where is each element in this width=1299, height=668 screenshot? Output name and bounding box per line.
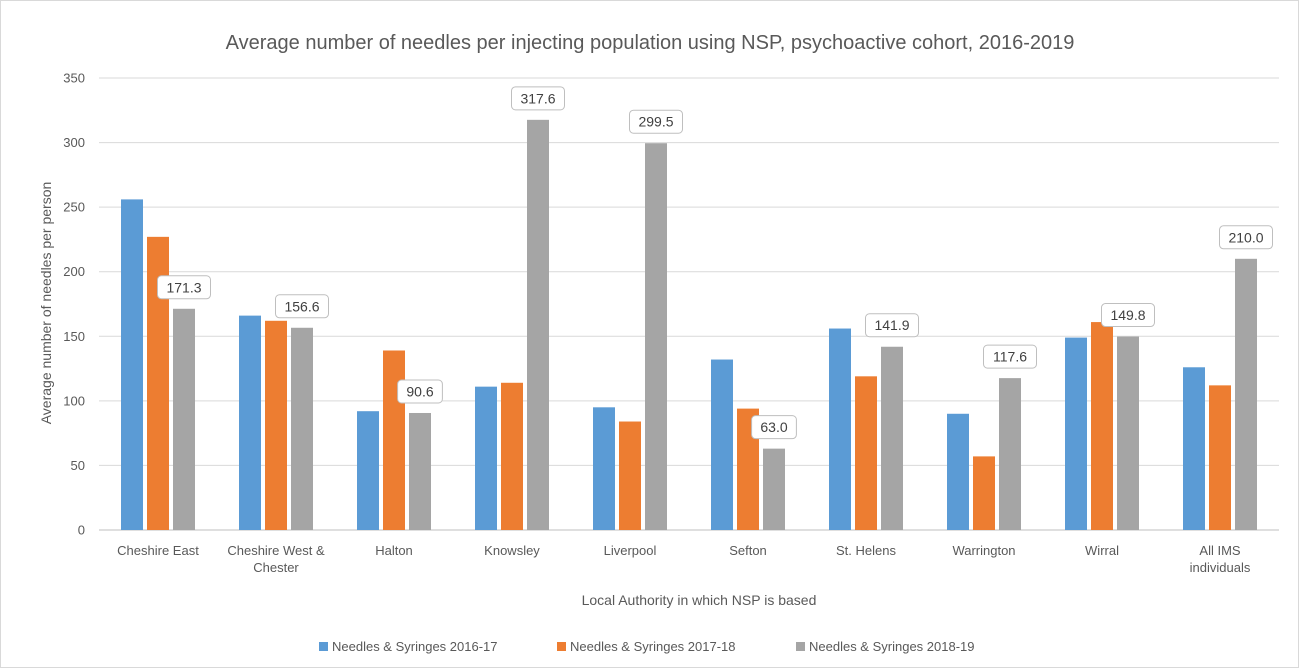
y-axis-title: Average number of needles per person — [38, 182, 54, 425]
bar — [763, 448, 785, 530]
x-tick-label: Halton — [375, 543, 413, 558]
bar — [1209, 385, 1231, 530]
data-label-box — [1101, 303, 1155, 328]
legend-label: Needles & Syringes 2016-17 — [332, 639, 498, 654]
data-label: 141.9 — [874, 317, 909, 333]
x-tick-label: Chester — [253, 560, 299, 575]
bar — [121, 199, 143, 530]
bar — [619, 421, 641, 530]
legend-label: Needles & Syringes 2018-19 — [809, 639, 975, 654]
data-label-box — [1219, 225, 1273, 250]
bar — [1183, 367, 1205, 530]
data-label: 149.8 — [1110, 307, 1145, 323]
chart-title: Average number of needles per injecting … — [226, 32, 1075, 54]
x-tick-label: St. Helens — [836, 543, 896, 558]
bar — [947, 413, 969, 530]
legend-swatch — [557, 642, 566, 651]
data-label: 156.6 — [284, 298, 319, 314]
data-label: 317.6 — [520, 90, 555, 106]
bars — [121, 119, 1257, 531]
data-label: 299.5 — [638, 114, 673, 130]
data-label: 171.3 — [166, 279, 201, 295]
data-label-box — [865, 313, 919, 338]
data-label-box — [397, 379, 443, 404]
x-tick-label: Knowsley — [484, 543, 540, 558]
bar — [239, 315, 261, 530]
y-tick-label: 150 — [63, 329, 85, 344]
bar — [527, 119, 549, 530]
bar — [265, 320, 287, 530]
bar — [409, 412, 431, 530]
legend-swatch — [319, 642, 328, 651]
y-tick-label: 100 — [63, 393, 85, 408]
data-label-box — [983, 344, 1037, 369]
bar — [711, 359, 733, 530]
legend: Needles & Syringes 2016-17 Needles & Syri… — [319, 639, 975, 654]
data-label: 90.6 — [406, 383, 433, 399]
data-label: 117.6 — [993, 349, 1027, 365]
bar — [291, 327, 313, 530]
bar — [1117, 336, 1139, 530]
data-label-box — [751, 415, 797, 440]
bar — [1065, 337, 1087, 530]
x-tick-label: individuals — [1190, 560, 1251, 575]
bar — [357, 411, 379, 530]
y-axis-ticks: 0 50 100 150 200 250 300 350 — [63, 71, 85, 538]
data-label-box — [275, 294, 329, 319]
y-tick-label: 300 — [63, 135, 85, 150]
y-tick-label: 50 — [71, 458, 85, 473]
y-tick-label: 0 — [78, 523, 85, 538]
bar — [383, 350, 405, 530]
bar — [829, 328, 851, 530]
bar — [1235, 258, 1257, 530]
y-tick-label: 250 — [63, 200, 85, 215]
bar — [501, 382, 523, 530]
x-tick-label: Liverpool — [604, 543, 657, 558]
x-tick-label: Sefton — [729, 543, 767, 558]
x-axis-title: Local Authority in which NSP is based — [582, 592, 817, 608]
x-tick-label: Warrington — [952, 543, 1015, 558]
bar — [475, 386, 497, 530]
data-label-box — [629, 109, 683, 134]
data-labels: 171.3 156.6 90.6 317.6 299.5 63.0 141.9 117.6 14… — [157, 86, 1273, 440]
bar — [173, 308, 195, 530]
y-tick-label: 350 — [63, 71, 85, 86]
bar — [881, 346, 903, 530]
bar — [593, 407, 615, 530]
data-label: 210.0 — [1228, 229, 1263, 245]
bar — [645, 143, 667, 530]
x-tick-label: Cheshire East — [117, 543, 199, 558]
data-label: 63.0 — [760, 419, 787, 435]
x-tick-label: Wirral — [1085, 543, 1119, 558]
x-axis-ticks: Cheshire East Cheshire West & Chester Halto… — [117, 543, 1251, 575]
bar — [973, 456, 995, 530]
x-tick-label: All IMS — [1199, 543, 1241, 558]
legend-swatch — [796, 642, 805, 651]
data-label-box — [511, 86, 565, 111]
x-tick-label: Cheshire West & — [227, 543, 325, 558]
y-tick-label: 200 — [63, 264, 85, 279]
bar — [737, 408, 759, 530]
legend-label: Needles & Syringes 2017-18 — [570, 639, 736, 654]
bar — [999, 378, 1021, 530]
bar — [1091, 322, 1113, 530]
bar — [147, 236, 169, 531]
bar — [855, 376, 877, 530]
data-label-box — [157, 275, 211, 300]
